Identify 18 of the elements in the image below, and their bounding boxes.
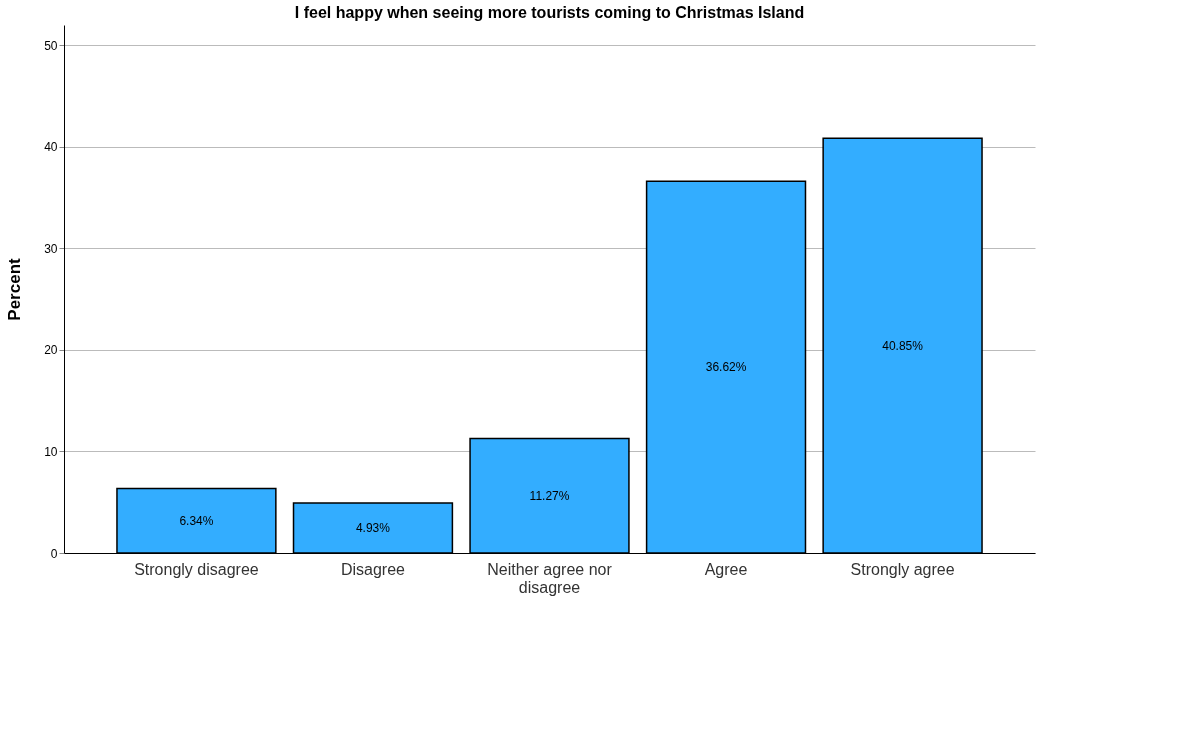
x-tick-label: Strongly agree bbox=[850, 560, 955, 578]
data-label: 40.85% bbox=[882, 338, 924, 353]
data-label: 11.27% bbox=[529, 488, 570, 503]
y-tick-label: 50 bbox=[44, 38, 58, 53]
y-tick-label: 10 bbox=[44, 444, 58, 459]
x-tick-label: Agree bbox=[704, 560, 748, 578]
data-label: 6.34% bbox=[179, 513, 214, 528]
data-label: 36.62% bbox=[705, 360, 747, 375]
y-tick-label: 40 bbox=[44, 140, 58, 155]
y-tick-label: 20 bbox=[44, 343, 58, 358]
y-tick-label: 30 bbox=[44, 241, 58, 256]
chart-title: I feel happy when seeing more tourists coming to Christmas Island bbox=[294, 4, 805, 21]
data-label: 4.93% bbox=[355, 520, 391, 535]
x-tick-label: Neither agree nor disagree bbox=[487, 560, 613, 596]
y-tick-label: 0 bbox=[50, 546, 58, 561]
y-axis-title: Percent bbox=[5, 257, 25, 321]
x-tick-label: Strongly disagree bbox=[134, 560, 259, 578]
x-tick-label: Disagree bbox=[340, 560, 406, 578]
